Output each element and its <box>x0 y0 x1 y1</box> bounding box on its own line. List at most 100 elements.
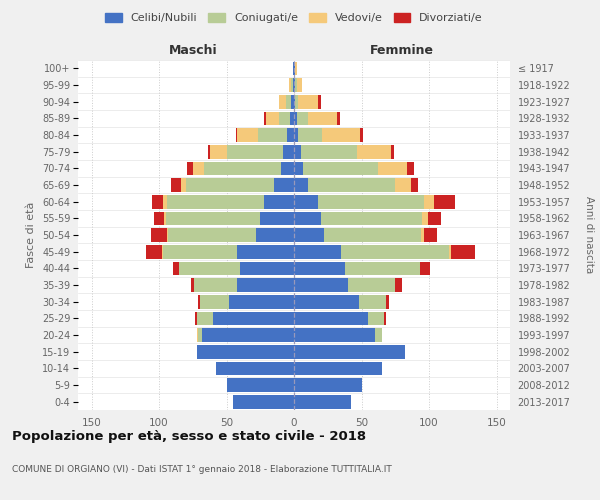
Bar <box>197 328 198 342</box>
Bar <box>173 262 179 275</box>
Bar <box>378 162 407 175</box>
Text: Popolazione per età, sesso e stato civile - 2018: Popolazione per età, sesso e stato civil… <box>12 430 366 443</box>
Bar <box>324 228 421 242</box>
Bar <box>166 212 260 225</box>
Bar <box>424 228 437 242</box>
Bar <box>164 212 166 225</box>
Bar <box>296 112 308 125</box>
Bar <box>162 245 163 258</box>
Bar <box>292 95 294 108</box>
Bar <box>163 245 238 258</box>
Bar <box>294 228 324 242</box>
Bar <box>419 262 430 275</box>
Bar <box>348 278 395 292</box>
Bar <box>191 278 194 292</box>
Bar <box>152 195 163 208</box>
Bar <box>208 145 210 158</box>
Bar <box>304 162 378 175</box>
Bar <box>179 262 240 275</box>
Bar <box>240 262 294 275</box>
Y-axis label: Fasce di età: Fasce di età <box>26 202 37 268</box>
Bar <box>322 128 360 142</box>
Bar <box>199 295 229 308</box>
Bar <box>298 128 322 142</box>
Bar <box>238 278 294 292</box>
Bar <box>169 228 256 242</box>
Bar <box>294 95 295 108</box>
Bar <box>213 312 294 325</box>
Bar <box>256 228 294 242</box>
Bar <box>198 295 199 308</box>
Bar <box>295 78 297 92</box>
Bar <box>294 162 304 175</box>
Bar <box>238 245 294 258</box>
Bar <box>294 112 296 125</box>
Bar <box>279 95 286 108</box>
Bar <box>298 95 319 108</box>
Text: Femmine: Femmine <box>370 44 434 57</box>
Bar <box>294 312 368 325</box>
Bar <box>295 62 297 75</box>
Bar <box>294 195 319 208</box>
Bar <box>337 112 340 125</box>
Bar <box>385 312 386 325</box>
Bar <box>274 178 294 192</box>
Bar <box>181 178 186 192</box>
Bar <box>395 178 412 192</box>
Bar <box>264 112 266 125</box>
Bar <box>289 78 292 92</box>
Bar <box>196 312 197 325</box>
Bar <box>154 212 164 225</box>
Bar <box>395 278 402 292</box>
Bar <box>163 195 167 208</box>
Bar <box>296 78 302 92</box>
Bar <box>359 295 386 308</box>
Bar <box>260 212 294 225</box>
Bar <box>287 128 294 142</box>
Bar <box>428 212 441 225</box>
Bar <box>294 362 382 375</box>
Bar <box>279 112 290 125</box>
Bar <box>375 328 382 342</box>
Bar <box>145 245 161 258</box>
Bar <box>229 295 294 308</box>
Y-axis label: Anni di nascita: Anni di nascita <box>584 196 595 274</box>
Bar <box>424 195 434 208</box>
Bar <box>451 245 475 258</box>
Bar <box>295 95 298 108</box>
Bar <box>294 128 298 142</box>
Bar <box>412 178 418 192</box>
Bar <box>216 362 294 375</box>
Bar <box>151 228 167 242</box>
Bar <box>321 212 422 225</box>
Bar <box>193 162 203 175</box>
Bar <box>171 178 181 192</box>
Bar <box>187 162 193 175</box>
Bar <box>197 345 294 358</box>
Bar <box>294 245 341 258</box>
Bar <box>294 178 308 192</box>
Bar <box>294 145 301 158</box>
Bar <box>290 112 294 125</box>
Bar <box>293 78 294 92</box>
Bar <box>301 145 358 158</box>
Bar <box>203 162 281 175</box>
Bar <box>257 128 287 142</box>
Bar <box>386 295 389 308</box>
Bar <box>197 312 213 325</box>
Bar <box>291 78 293 92</box>
Bar <box>434 195 455 208</box>
Bar <box>167 195 265 208</box>
Bar <box>294 345 405 358</box>
Bar <box>449 245 451 258</box>
Bar <box>227 145 283 158</box>
Bar <box>346 262 419 275</box>
Bar <box>281 162 294 175</box>
Legend: Celibi/Nubili, Coniugati/e, Vedovi/e, Divorziati/e: Celibi/Nubili, Coniugati/e, Vedovi/e, Di… <box>101 8 487 28</box>
Bar <box>368 312 385 325</box>
Bar <box>421 228 424 242</box>
Bar <box>360 128 363 142</box>
Bar <box>422 212 428 225</box>
Bar <box>266 112 279 125</box>
Bar <box>227 378 294 392</box>
